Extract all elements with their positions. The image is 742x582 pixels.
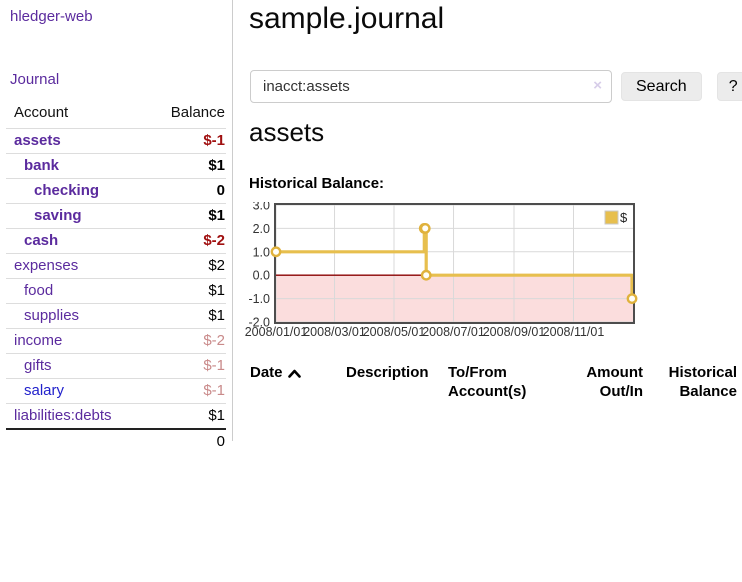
account-row: cash $-2 [6,228,226,254]
account-link[interactable]: assets [14,132,61,149]
x-axis-tick-label: 2008/07/01 [422,325,485,339]
accounts-header-account: Account [14,104,69,121]
account-balance: $-2 [203,332,225,349]
x-axis-tick-label: 2008/01/01 [245,325,308,339]
account-heading: assets [249,117,325,147]
legend-swatch [604,210,619,225]
column-header: To/From Account(s) [448,364,527,400]
account-balance: $-1 [203,382,225,399]
account-link[interactable]: food [24,282,54,299]
plot-border [274,203,635,324]
sidebar-item-journal[interactable]: Journal [10,71,60,88]
account-row: income $-2 [6,328,226,354]
y-axis-tick-label: 1.0 [253,245,270,259]
account-link[interactable]: bank [24,157,60,174]
account-link[interactable]: gifts [24,357,52,374]
account-balance: $1 [208,282,225,299]
sort-ascending-icon [287,369,301,378]
y-axis-tick-label: -1.0 [248,292,270,306]
y-axis-tick-label: 3.0 [253,202,270,213]
accounts-header-balance: Balance [170,104,225,121]
transactions-header-row: Date Description To/From Account(s) Amount Ou… [250,361,737,407]
historical-balance-chart[interactable]: $3.0 2.0 1.0 0.0 -1.0 -2.02008/01/012008/03/0… [240,202,642,348]
account-balance: 0 [216,182,225,199]
accounts-total-spacer [6,429,150,454]
x-axis-tick-label: 2008/05/01 [363,325,426,339]
y-axis-tick-label: 0.0 [253,269,270,283]
search-input[interactable] [250,70,612,103]
search-row: × Search ? [250,70,742,103]
legend-label: $ [620,210,628,225]
y-axis-tick-label: 2.0 [253,222,270,236]
account-link[interactable]: income [14,332,63,349]
y-axis-tick-label: -2.0 [248,316,270,330]
account-row: checking 0 [6,178,226,204]
data-point-marker[interactable] [420,269,432,281]
account-row: supplies $1 [6,303,226,329]
search-wrap: × [250,70,612,103]
account-balance: $-1 [203,132,225,149]
accounts-total-balance: 0 [216,433,225,450]
chart-label: Historical Balance: [249,175,385,192]
accounts-table: Account Balance assets $-1 bank $1 checking 0… [6,100,226,454]
data-point-marker[interactable] [626,293,638,305]
account-row: expenses $2 [6,253,226,279]
account-link[interactable]: supplies [24,307,80,324]
account-balance: $2 [208,257,225,274]
account-link[interactable]: salary [24,382,65,399]
search-button[interactable]: Search [621,72,702,101]
accounts-header-row: Account Balance [6,100,226,129]
brand-link[interactable]: hledger-web [10,8,93,25]
account-link[interactable]: expenses [14,257,79,274]
column-header: Description [346,364,429,381]
clear-search-icon[interactable]: × [593,77,602,94]
account-row: salary $-1 [6,378,226,404]
account-balance: $1 [208,207,225,224]
account-balance: $-2 [203,232,225,249]
x-axis-tick-label: 2008/03/01 [303,325,366,339]
account-balance: $1 [208,407,225,424]
account-row: saving $1 [6,203,226,229]
help-button[interactable]: ? [716,72,742,101]
account-link[interactable]: cash [24,232,59,249]
account-balance: $1 [208,307,225,324]
account-row: food $1 [6,278,226,304]
account-row: assets $-1 [6,128,226,154]
account-link[interactable]: saving [34,207,82,224]
column-header[interactable]: Date [250,361,346,407]
account-balance: $1 [208,157,225,174]
account-row: bank $1 [6,153,226,179]
x-axis-tick-label: 2008/09/01 [483,325,546,339]
x-axis-tick-label: 2008/11/01 [543,325,605,339]
account-link[interactable]: checking [34,182,100,199]
column-header: Amount Out/In [586,364,643,400]
page-title: sample.journal [249,2,445,35]
accounts-total-row: 0 [6,429,226,454]
column-header: Historical Balance [668,364,737,400]
transactions-table: Date Description To/From Account(s) Amount Ou… [250,361,737,407]
sidebar: hledger-web Journal Account Balance asse… [0,0,233,450]
account-row: liabilities:debts $1 [6,403,226,430]
data-point-marker[interactable] [270,246,282,258]
data-point-marker[interactable] [419,223,431,234]
account-row: gifts $-1 [6,353,226,379]
account-link[interactable]: liabilities:debts [14,407,112,424]
accounts-table-body: assets $-1 bank $1 checking 0 saving $1 cash $-2 e… [6,128,226,430]
account-balance: $-1 [203,357,225,374]
